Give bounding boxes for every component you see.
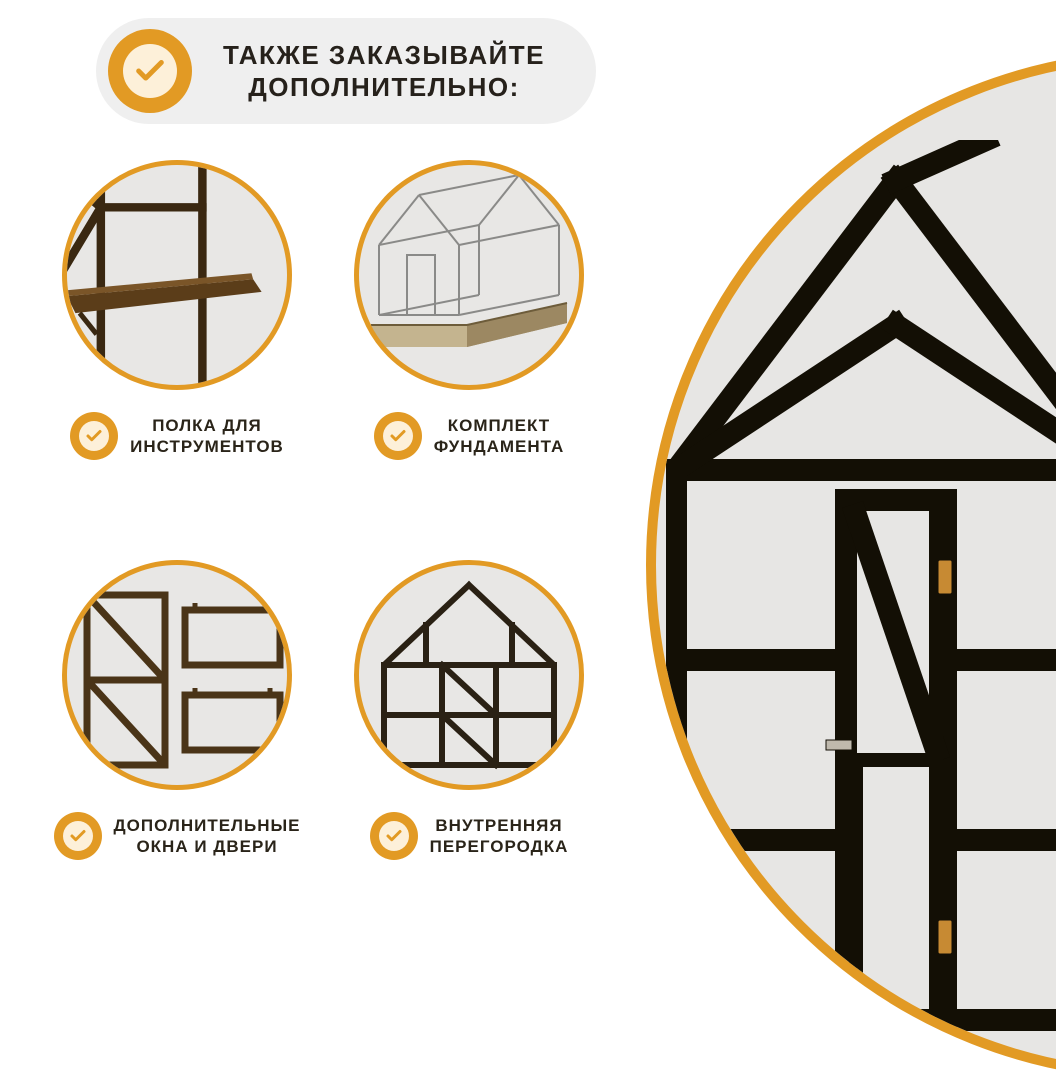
option-foundation: КОМПЛЕКТ ФУНДАМЕНТА (334, 160, 604, 460)
option-shelf: ПОЛКА ДЛЯ ИНСТРУМЕНТОВ (42, 160, 312, 460)
label-partition: ВНУТРЕННЯЯ ПЕРЕГОРОДКА (370, 812, 569, 860)
header-pill: ТАКЖЕ ЗАКАЗЫВАЙТЕ ДОПОЛНИТЕЛЬНО: (96, 18, 596, 124)
thumb-foundation (354, 160, 584, 390)
check-icon (370, 812, 418, 860)
main-product-circle (646, 50, 1056, 1080)
check-icon (54, 812, 102, 860)
label-windows: ДОПОЛНИТЕЛЬНЫЕ ОКНА И ДВЕРИ (54, 812, 301, 860)
label-shelf: ПОЛКА ДЛЯ ИНСТРУМЕНТОВ (70, 412, 284, 460)
label-foundation: КОМПЛЕКТ ФУНДАМЕНТА (374, 412, 564, 460)
thumb-windows (62, 560, 292, 790)
thumb-shelf (62, 160, 292, 390)
header-title: ТАКЖЕ ЗАКАЗЫВАЙТЕ ДОПОЛНИТЕЛЬНО: (192, 39, 596, 104)
check-icon (108, 29, 192, 113)
option-partition: ВНУТРЕННЯЯ ПЕРЕГОРОДКА (334, 560, 604, 860)
option-windows: ДОПОЛНИТЕЛЬНЫЕ ОКНА И ДВЕРИ (42, 560, 312, 860)
check-icon (70, 412, 118, 460)
check-icon (374, 412, 422, 460)
greenhouse-frame-illustration (666, 140, 1056, 1040)
thumb-partition (354, 560, 584, 790)
